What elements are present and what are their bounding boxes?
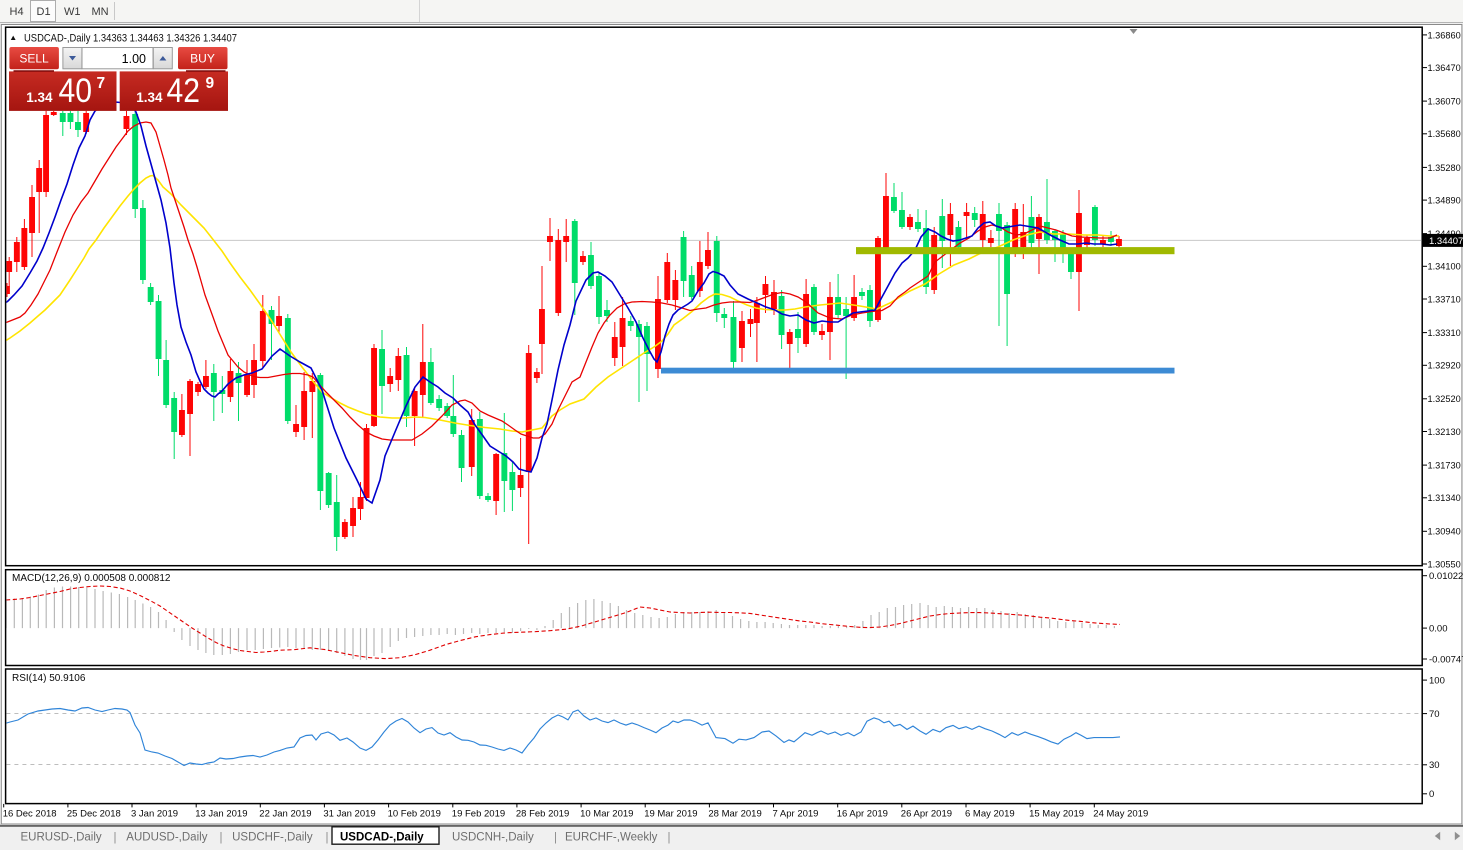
svg-text:13 Jan 2019: 13 Jan 2019 [195,808,247,819]
svg-text:16 Dec 2018: 16 Dec 2018 [3,808,57,819]
svg-text:W1: W1 [64,6,81,18]
svg-text:USDCNH-,Daily: USDCNH-,Daily [452,832,534,844]
svg-text:1.35280: 1.35280 [1428,163,1461,173]
svg-text:MACD(12,26,9) 0.000508 0.00081: MACD(12,26,9) 0.000508 0.000812 [12,573,171,584]
svg-text:1.32520: 1.32520 [1428,394,1461,404]
svg-text:100: 100 [1429,676,1445,687]
svg-text:7: 7 [97,75,106,92]
svg-text:42: 42 [167,72,201,110]
svg-text:|: | [220,832,223,844]
svg-text:31 Jan 2019: 31 Jan 2019 [323,808,375,819]
svg-text:1.00: 1.00 [122,52,146,66]
svg-text:19 Feb 2019: 19 Feb 2019 [452,808,505,819]
svg-text:0: 0 [1429,789,1434,800]
svg-text:26 Apr 2019: 26 Apr 2019 [901,808,952,819]
svg-text:EURCHF-,Weekly: EURCHF-,Weekly [565,832,658,844]
svg-text:1.34: 1.34 [26,90,53,105]
svg-text:|: | [114,832,117,844]
svg-text:-0.007477: -0.007477 [1429,654,1463,665]
svg-text:1.30940: 1.30940 [1428,527,1461,537]
svg-text:1.31340: 1.31340 [1428,493,1461,503]
svg-text:7 Apr 2019: 7 Apr 2019 [773,808,819,819]
svg-text:0.00: 0.00 [1429,624,1448,635]
svg-text:1.32920: 1.32920 [1428,361,1461,371]
svg-text:22 Jan 2019: 22 Jan 2019 [259,808,311,819]
svg-text:1.31730: 1.31730 [1428,461,1461,471]
svg-text:1.33310: 1.33310 [1428,328,1461,338]
svg-text:3 Jan 2019: 3 Jan 2019 [131,808,178,819]
svg-text:H4: H4 [10,6,24,18]
svg-text:1.34100: 1.34100 [1428,262,1461,272]
svg-text:9: 9 [206,75,215,92]
svg-text:SELL: SELL [19,52,49,66]
svg-text:24 May 2019: 24 May 2019 [1093,808,1148,819]
svg-text:USDCAD-,Daily: USDCAD-,Daily [340,832,424,844]
svg-text:EURUSD-,Daily: EURUSD-,Daily [21,832,102,844]
svg-text:15 May 2019: 15 May 2019 [1029,808,1084,819]
svg-text:1.36860: 1.36860 [1428,30,1461,40]
svg-text:1.36070: 1.36070 [1428,97,1461,107]
svg-text:28 Mar 2019: 28 Mar 2019 [708,808,761,819]
svg-text:0.010229: 0.010229 [1429,571,1463,582]
svg-text:1.34: 1.34 [136,90,163,105]
svg-text:|: | [554,832,557,844]
svg-text:RSI(14) 50.9106: RSI(14) 50.9106 [12,673,86,684]
svg-text:30: 30 [1429,760,1440,771]
svg-text:D1: D1 [37,6,51,18]
svg-text:BUY: BUY [190,52,215,66]
svg-text:1.36470: 1.36470 [1428,63,1461,73]
svg-text:AUDUSD-,Daily: AUDUSD-,Daily [126,832,207,844]
svg-text:10 Mar 2019: 10 Mar 2019 [580,808,633,819]
svg-text:1.34407: 1.34407 [1429,236,1463,247]
svg-text:1.35680: 1.35680 [1428,129,1461,139]
svg-text:1.33710: 1.33710 [1428,294,1461,304]
svg-text:10 Feb 2019: 10 Feb 2019 [388,808,441,819]
svg-text:6 May 2019: 6 May 2019 [965,808,1015,819]
svg-text:70: 70 [1429,709,1440,720]
svg-text:MN: MN [92,6,109,18]
svg-text:|: | [326,832,329,844]
svg-text:28 Feb 2019: 28 Feb 2019 [516,808,569,819]
svg-text:USDCHF-,Daily: USDCHF-,Daily [232,832,313,844]
svg-text:40: 40 [59,72,93,110]
svg-text:USDCAD-,Daily 1.34363 1.34463: USDCAD-,Daily 1.34363 1.34463 1.34326 1.… [24,33,237,45]
svg-text:1.30550: 1.30550 [1428,559,1461,569]
svg-text:1.32130: 1.32130 [1428,427,1461,437]
svg-text:19 Mar 2019: 19 Mar 2019 [644,808,697,819]
svg-text:|: | [668,832,671,844]
svg-text:1.34890: 1.34890 [1428,196,1461,206]
svg-text:16 Apr 2019: 16 Apr 2019 [837,808,888,819]
svg-text:25 Dec 2018: 25 Dec 2018 [67,808,121,819]
